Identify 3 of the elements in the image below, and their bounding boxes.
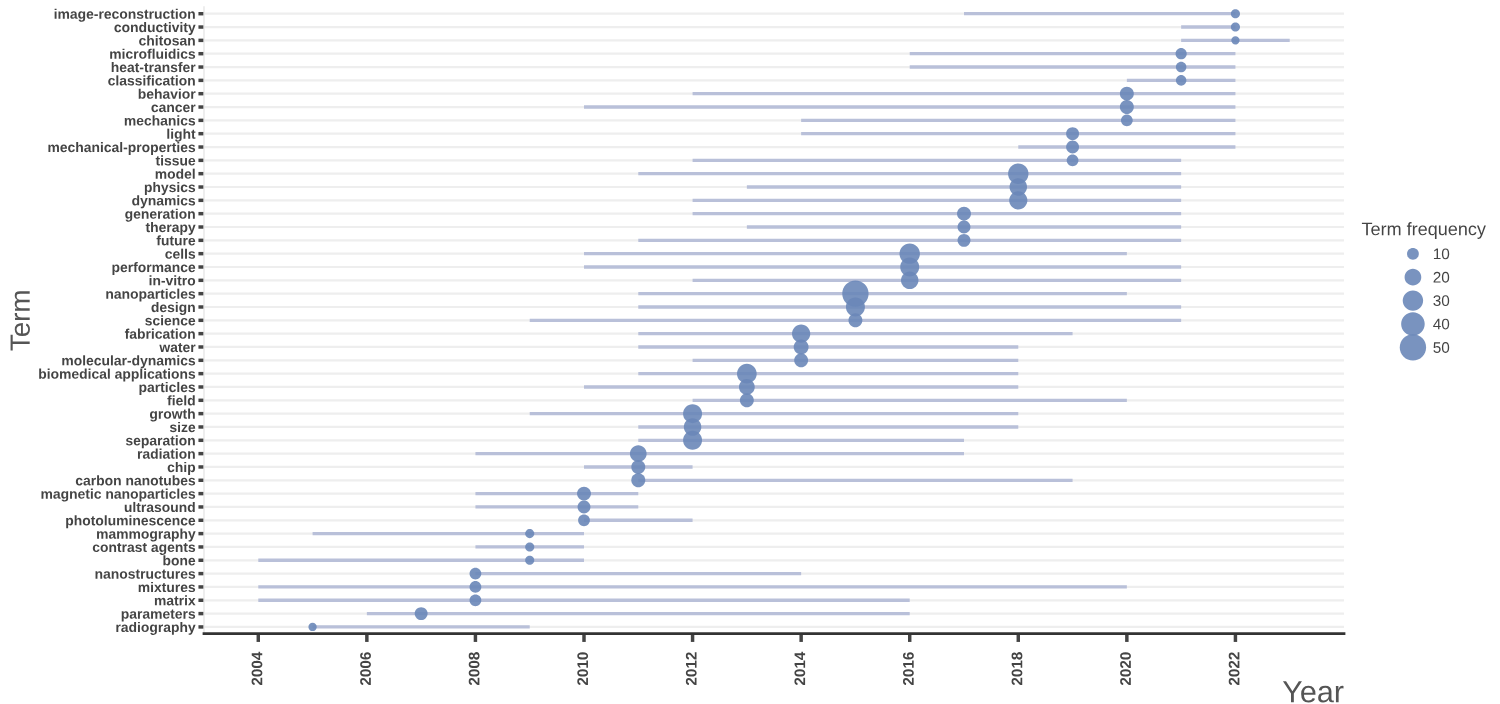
x-axis-title: Year bbox=[1282, 681, 1344, 703]
legend-title: Term frequency bbox=[1361, 222, 1486, 239]
y-axis-title: Term bbox=[10, 291, 30, 351]
